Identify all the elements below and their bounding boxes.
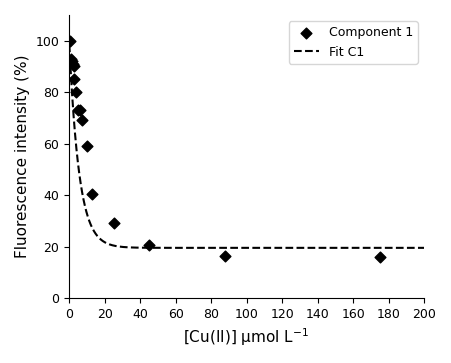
Component 1 xyxy=(74,107,82,113)
Fit C1 xyxy=(421,246,427,250)
Component 1 xyxy=(68,58,75,64)
Component 1 xyxy=(78,118,85,123)
Legend: Component 1, Fit C1: Component 1, Fit C1 xyxy=(289,21,418,64)
Component 1 xyxy=(71,77,78,82)
Component 1 xyxy=(376,254,383,260)
Component 1 xyxy=(66,38,74,44)
Component 1 xyxy=(88,191,96,197)
Fit C1 xyxy=(103,241,108,245)
Component 1 xyxy=(222,253,229,258)
Fit C1 xyxy=(67,42,72,46)
Component 1 xyxy=(73,89,80,95)
Fit C1 xyxy=(343,246,349,250)
Component 1 xyxy=(110,220,117,226)
Component 1 xyxy=(70,64,77,69)
Component 1 xyxy=(83,143,91,149)
Fit C1 xyxy=(210,246,216,250)
Component 1 xyxy=(69,61,76,67)
Component 1 xyxy=(76,107,83,113)
Line: Fit C1: Fit C1 xyxy=(69,44,424,248)
Fit C1 xyxy=(223,246,228,250)
Fit C1 xyxy=(310,246,316,250)
Component 1 xyxy=(145,242,152,248)
Component 1 xyxy=(67,56,74,62)
Fit C1 xyxy=(421,246,426,250)
X-axis label: [Cu(II)] μmol L$^{-1}$: [Cu(II)] μmol L$^{-1}$ xyxy=(184,326,310,348)
Y-axis label: Fluorescence intensity (%): Fluorescence intensity (%) xyxy=(15,55,30,258)
Fit C1 xyxy=(350,246,355,250)
